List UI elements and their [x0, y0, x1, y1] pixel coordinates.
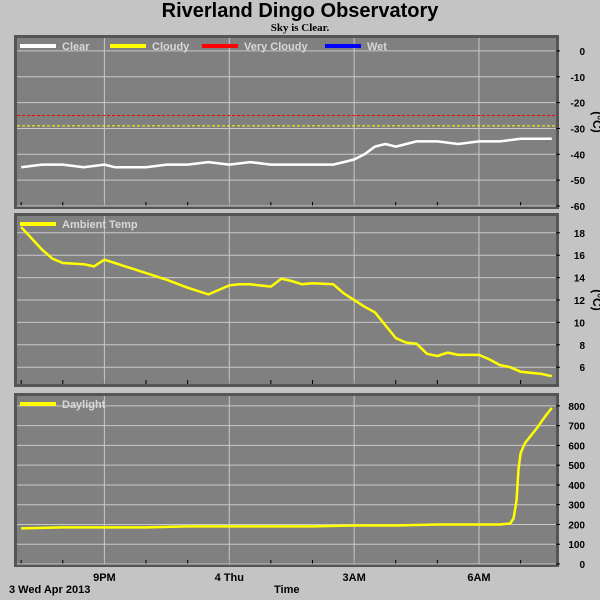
y-axis-label: (°C) — [590, 111, 600, 132]
x-axis-label: Time — [274, 584, 300, 596]
y-tick-label: 0 — [579, 47, 585, 58]
page-title: Riverland Dingo Observatory — [161, 0, 439, 22]
y-tick-label: -60 — [571, 202, 586, 213]
y-tick-label: -20 — [571, 99, 586, 110]
x-tick-label: 6AM — [467, 572, 490, 584]
panel-daylight: 800 700 600 500 400 300 200 100 0 Daylight — [14, 393, 585, 571]
y-tick-label: -40 — [571, 150, 586, 161]
y-tick-label: 400 — [568, 481, 585, 492]
y-tick-label: 10 — [574, 318, 586, 329]
y-tick-label: -30 — [571, 124, 586, 135]
series-line — [21, 137, 552, 169]
y-tick-label: 600 — [568, 441, 585, 452]
legend-label: Very Cloudy — [244, 41, 308, 53]
panel-ambient: 18 16 14 12 10 8 6 (°C) Ambient Temp — [14, 213, 600, 387]
y-tick-label: 200 — [568, 520, 585, 531]
legend-label: Ambient Temp — [62, 219, 138, 231]
panel-sky: 0 -10 -20 -30 -40 -50 -60 (°C) Clear Cloudy Very C… — [14, 35, 600, 213]
y-tick-label: 100 — [568, 540, 585, 551]
x-tick-label: 9PM — [93, 572, 116, 584]
y-tick-label: -50 — [571, 176, 586, 187]
plot-background — [17, 38, 556, 206]
y-tick-label: 300 — [568, 501, 585, 512]
y-tick-label: 700 — [568, 422, 585, 433]
y-tick-label: 14 — [574, 274, 586, 285]
legend-label: Clear — [62, 41, 90, 53]
y-tick-label: 500 — [568, 461, 585, 472]
series-line — [20, 226, 553, 378]
legend-label: Wet — [367, 41, 387, 53]
date-label: 3 Wed Apr 2013 — [9, 584, 91, 596]
y-tick-label: 800 — [568, 402, 585, 413]
y-tick-label: 18 — [574, 229, 586, 240]
y-axis-label: (°C) — [590, 289, 600, 310]
x-tick-label: 4 Thu — [215, 572, 244, 584]
y-tick-label: 8 — [579, 341, 585, 352]
plot-background — [17, 396, 556, 564]
legend-label: Cloudy — [152, 41, 190, 53]
y-tick-label: -10 — [571, 73, 586, 84]
series-line — [21, 407, 553, 530]
y-tick-label: 6 — [579, 363, 585, 374]
legend-label: Daylight — [62, 399, 106, 411]
sky-status: Sky is Clear. — [270, 22, 330, 34]
y-tick-label: 0 — [579, 560, 585, 571]
y-tick-label: 12 — [574, 296, 586, 307]
y-tick-label: 16 — [574, 251, 586, 262]
x-tick-label: 3AM — [343, 572, 366, 584]
